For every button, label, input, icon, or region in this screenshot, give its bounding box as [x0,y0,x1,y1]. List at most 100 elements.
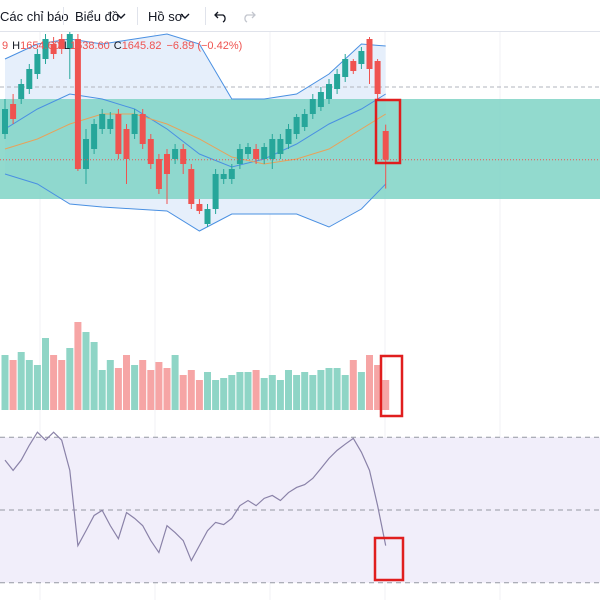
toolbar-button[interactable]: Các chỉ báo [0,9,69,24]
volume-bar [50,355,58,410]
candle-body [180,149,187,164]
candle-body [10,104,17,119]
volume-bar [325,368,333,410]
candle-body [131,114,138,134]
candle-body [18,84,25,99]
undo-button[interactable] [213,9,229,23]
candle-body [83,139,89,169]
volume-bar [212,380,220,410]
candle-body [326,84,332,99]
volume-bar [366,355,373,410]
volume-bar [276,380,284,410]
volume-bar [155,362,163,410]
candle-body [301,114,308,127]
candle-body [374,61,381,94]
volume-bar [204,372,211,410]
candle-body [309,99,316,114]
highlight-box [374,98,402,165]
legend-low: 1638.60 [70,40,110,52]
rsi-line [4,431,387,562]
ohlc-legend: 9 H1654.60 L1638.60 C1645.82 −6.89 (−0.42%) [2,40,242,52]
volume-bar [33,365,41,410]
candle-body [2,109,8,134]
candle-body [107,119,114,129]
volume-bar [301,372,309,410]
candle-body [293,117,300,134]
volume-bar [187,370,195,410]
candle-body [26,69,33,89]
volume-bar [285,370,292,410]
candle-body [317,92,324,107]
candle-body [34,54,41,74]
candle-body [366,39,373,69]
candle-body [115,114,122,154]
candle-body [220,174,227,179]
highlight-box [373,536,405,582]
volume-bar [293,375,301,410]
volume-bar [236,372,244,410]
volume-bar [114,368,122,410]
bollinger-lower [4,173,387,232]
volume-bar [106,360,114,410]
toolbar-button[interactable]: Biểu đồ [75,9,120,24]
legend-label: H [12,40,20,52]
volume-bar [25,360,33,410]
volume-bar [58,360,66,410]
candle-body [188,169,195,204]
volume-bar [74,322,82,410]
candle-body [245,147,251,154]
candle-body [382,131,389,160]
legend-high: 1654.60 [20,40,60,52]
candle-body [228,169,235,179]
volume-bar [82,332,90,410]
separator [63,7,64,25]
volume-bar [244,372,252,410]
candle-body [350,61,357,71]
candle-body [212,174,219,209]
candle-body [99,114,106,129]
candle-body [236,149,243,164]
redo-button[interactable] [241,9,257,23]
candle-body [277,139,284,154]
candle-body [285,129,292,144]
chevron [180,13,190,19]
toolbar: Các chỉ báo Biểu đồ Hồ sơ [0,0,600,32]
candle-body [91,124,98,149]
volume-bar [90,342,98,410]
separator [137,7,138,25]
volume-bar [317,370,325,410]
price-zone [0,99,600,199]
volume-bar [260,378,268,410]
candle-body [196,204,203,211]
candle-body [147,139,154,164]
volume-bar [374,365,382,410]
moving-average [4,113,386,165]
volume-bar [195,380,203,410]
volume-bar [268,375,276,410]
candle-body [50,44,57,54]
candle-body [139,114,146,144]
volume-bar [357,372,365,410]
legend-label: L [64,40,70,52]
toolbar-button[interactable]: Hồ sơ [148,9,184,24]
volume-bar [42,338,49,410]
legend-open: 9 [2,40,8,52]
candle-body [74,39,81,169]
volume-bar [1,355,9,410]
volume-bar [252,370,260,410]
series-layer [0,31,600,584]
chevron [116,13,126,19]
candle-body [164,154,170,174]
volume-bar [309,375,317,410]
volume-bar [131,365,139,410]
candle-body [204,209,211,224]
volume-bar [333,368,341,410]
volume-bar [17,352,25,410]
candle-body [42,39,49,59]
volume-bar [341,375,349,410]
volume-bar [228,375,236,410]
legend-change: −6.89 (−0.42%) [166,40,242,52]
candle-body [253,149,260,159]
volume-bar [349,360,357,410]
